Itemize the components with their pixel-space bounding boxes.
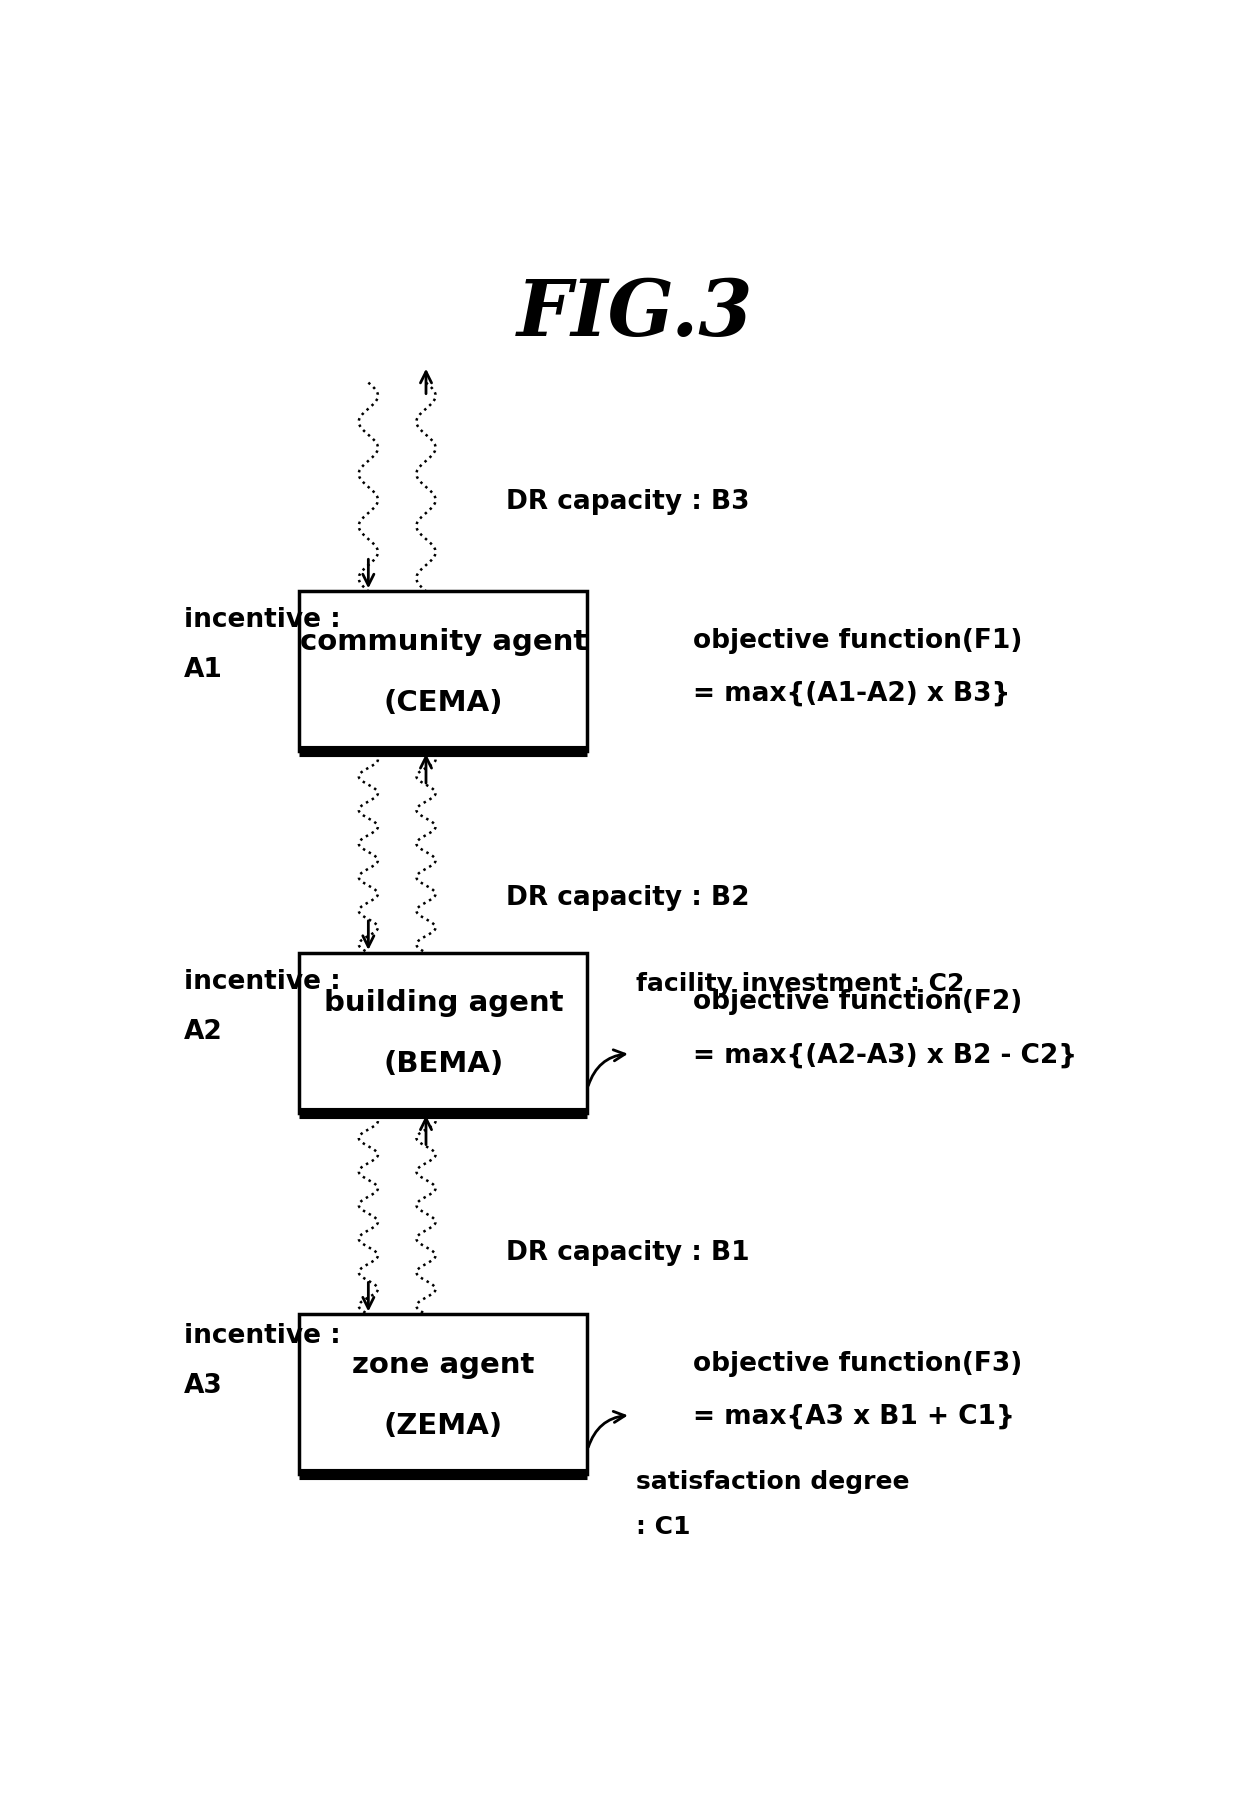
Text: A2: A2 bbox=[184, 1018, 223, 1043]
Text: DR capacity : B2: DR capacity : B2 bbox=[506, 884, 749, 910]
Text: incentive :: incentive : bbox=[184, 606, 341, 632]
Text: DR capacity : B3: DR capacity : B3 bbox=[506, 489, 749, 514]
Text: zone agent: zone agent bbox=[352, 1350, 534, 1377]
Text: FIG.3: FIG.3 bbox=[517, 276, 754, 352]
Text: A1: A1 bbox=[184, 657, 223, 682]
Text: satisfaction degree: satisfaction degree bbox=[635, 1469, 909, 1493]
Text: = max{(A1-A2) x B3}: = max{(A1-A2) x B3} bbox=[693, 680, 1011, 706]
Text: A3: A3 bbox=[184, 1372, 223, 1399]
Text: : C1: : C1 bbox=[635, 1514, 689, 1538]
Text: community agent: community agent bbox=[300, 626, 587, 655]
Text: objective function(F3): objective function(F3) bbox=[693, 1350, 1023, 1375]
Bar bbox=[299, 592, 588, 751]
Text: (CEMA): (CEMA) bbox=[383, 688, 503, 717]
Text: building agent: building agent bbox=[324, 989, 563, 1016]
Text: (BEMA): (BEMA) bbox=[383, 1051, 503, 1078]
Text: incentive :: incentive : bbox=[184, 967, 341, 995]
Text: (ZEMA): (ZEMA) bbox=[383, 1412, 503, 1439]
Text: DR capacity : B1: DR capacity : B1 bbox=[506, 1238, 749, 1265]
Text: objective function(F2): objective function(F2) bbox=[693, 989, 1023, 1014]
Bar bbox=[299, 1314, 588, 1475]
Text: objective function(F1): objective function(F1) bbox=[693, 628, 1023, 653]
Text: incentive :: incentive : bbox=[184, 1323, 341, 1348]
Text: = max{A3 x B1 + C1}: = max{A3 x B1 + C1} bbox=[693, 1402, 1014, 1430]
Text: facility investment : C2: facility investment : C2 bbox=[635, 971, 963, 996]
Bar bbox=[299, 953, 588, 1114]
Text: = max{(A2-A3) x B2 - C2}: = max{(A2-A3) x B2 - C2} bbox=[693, 1041, 1078, 1069]
